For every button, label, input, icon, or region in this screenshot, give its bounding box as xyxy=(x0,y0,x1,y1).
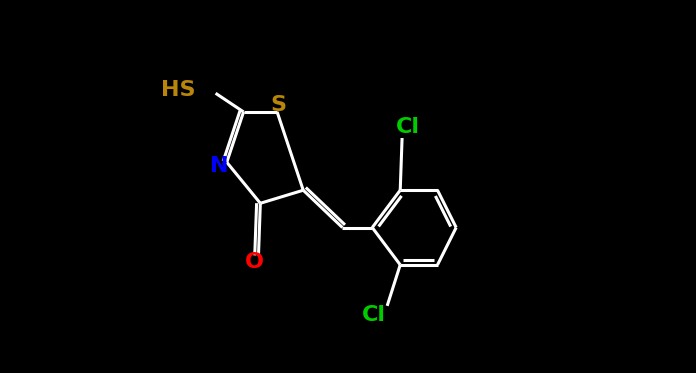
Text: N: N xyxy=(210,156,228,176)
Text: S: S xyxy=(270,95,286,115)
Text: Cl: Cl xyxy=(396,117,420,137)
Text: HS: HS xyxy=(161,80,195,100)
Text: Cl: Cl xyxy=(362,305,386,325)
Text: O: O xyxy=(244,252,264,272)
